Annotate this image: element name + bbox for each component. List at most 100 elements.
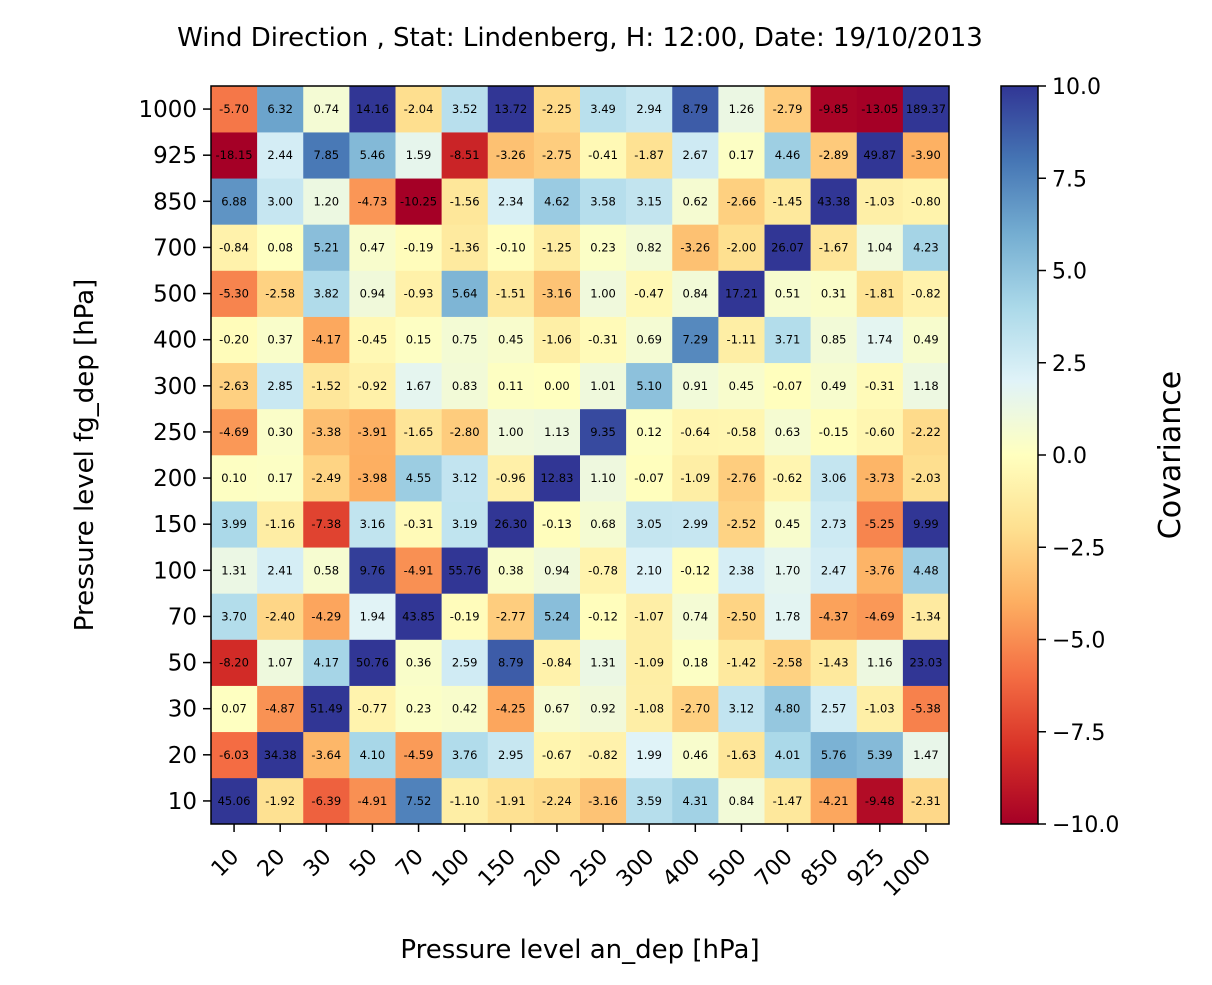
cell-value-label: -2.04: [404, 102, 434, 116]
cell-value-label: -0.15: [819, 425, 849, 439]
heatmap-cell: [672, 178, 719, 225]
heatmap-cell: [395, 362, 442, 410]
heatmap-cell: [902, 501, 950, 548]
cell-value-label: -4.91: [404, 563, 434, 577]
cell-value-label: 0.31: [821, 287, 847, 301]
x-tick-label: 30: [299, 845, 336, 882]
cell-value-label: 1.74: [867, 333, 893, 347]
cell-value-label: 2.41: [267, 563, 293, 577]
heatmap-cell: [487, 224, 535, 271]
x-tick-label: 1000: [879, 845, 936, 902]
heatmap-cell: [349, 132, 396, 179]
heatmap-cell: [672, 501, 719, 548]
cell-value-label: 2.85: [267, 379, 293, 393]
heatmap-cell: [718, 547, 765, 594]
cell-value-label: 0.63: [775, 425, 801, 439]
cell-value-label: 2.59: [452, 656, 478, 670]
heatmap-cell: [303, 593, 350, 640]
heatmap-cell: [764, 316, 811, 364]
heatmap-cell: [349, 224, 396, 271]
heatmap-cell: [856, 731, 904, 779]
cell-value-label: 2.47: [821, 563, 847, 577]
heatmap-cell: [211, 501, 258, 548]
cell-value-label: -5.30: [219, 287, 249, 301]
cell-value-label: -1.56: [450, 194, 480, 208]
heatmap-cell: [810, 362, 858, 410]
heatmap-cell: [764, 547, 811, 594]
cell-value-label: 9.76: [360, 563, 386, 577]
cell-value-label: 3.76: [452, 748, 478, 762]
heatmap-cell: [810, 685, 858, 733]
cell-value-label: -1.09: [680, 471, 710, 485]
cell-value-label: -2.58: [773, 656, 803, 670]
heatmap-cell: [487, 547, 535, 594]
heatmap-cell: [902, 270, 950, 317]
heatmap-cell: [487, 178, 535, 225]
heatmap-cell: [718, 362, 765, 410]
heatmap-cell: [856, 408, 904, 456]
cell-value-label: 0.83: [452, 379, 478, 393]
cell-value-label: -4.29: [311, 609, 341, 623]
heatmap-cell: [349, 408, 396, 456]
heatmap-cell: [533, 639, 581, 686]
cell-value-label: -2.50: [727, 609, 757, 623]
heatmap-cell: [395, 316, 442, 364]
cell-value-label: -3.26: [680, 240, 710, 254]
cell-value-label: 0.45: [729, 379, 755, 393]
heatmap-cell: [395, 777, 442, 825]
heatmap-cell: [672, 132, 719, 179]
cell-value-label: 0.11: [498, 379, 524, 393]
cell-value-label: 0.00: [544, 379, 570, 393]
heatmap-cell: [810, 777, 858, 825]
cell-value-label: -0.45: [358, 333, 388, 347]
x-tick-label: 700: [750, 845, 797, 892]
heatmap-cell: [580, 178, 627, 225]
heatmap-cell: [718, 685, 765, 733]
cell-value-label: 0.36: [406, 656, 432, 670]
heatmap-cell: [580, 132, 627, 179]
heatmap-cell: [902, 593, 950, 640]
heatmap-cell: [902, 639, 950, 686]
x-tick-label: 20: [253, 845, 290, 882]
x-tick-label: 150: [474, 845, 521, 892]
colorbar: [1000, 85, 1039, 825]
heatmap-cell: [303, 639, 350, 686]
heatmap-cell: [580, 685, 627, 733]
cell-value-label: 1.01: [590, 379, 616, 393]
heatmap-cell: [856, 178, 904, 225]
heatmap-cell: [349, 547, 396, 594]
heatmap-cell: [303, 777, 350, 825]
heatmap-cell: [856, 547, 904, 594]
heatmap-cell: [672, 270, 719, 317]
heatmap-cell: [902, 685, 950, 733]
heatmap-cell: [626, 362, 673, 410]
heatmap-cell: [580, 731, 627, 779]
y-tick-label: 1000: [138, 97, 197, 123]
heatmap-cell: [211, 593, 258, 640]
cell-value-label: -4.91: [358, 794, 388, 808]
cell-value-label: 1.31: [221, 563, 247, 577]
cell-value-label: 0.23: [590, 240, 616, 254]
x-axis-label: Pressure level an_dep [hPa]: [400, 935, 759, 965]
y-axis-label: Pressure level fg_dep [hPa]: [70, 279, 100, 632]
heatmap-cell: [856, 316, 904, 364]
cell-value-label: -9.48: [865, 794, 895, 808]
heatmap-cell: [533, 547, 581, 594]
heatmap-cell: [533, 408, 581, 456]
cell-value-label: -0.41: [588, 148, 618, 162]
cell-value-label: 12.83: [540, 471, 573, 485]
heatmap-cell: [856, 501, 904, 548]
cell-value-label: 2.57: [821, 702, 847, 716]
heatmap-cell: [718, 731, 765, 779]
cell-value-label: -1.09: [634, 656, 664, 670]
chart-title: Wind Direction , Stat: Lindenberg, H: 12…: [177, 23, 983, 53]
heatmap-cell: [764, 639, 811, 686]
heatmap-cell: [718, 455, 765, 502]
cell-value-label: 0.47: [360, 240, 386, 254]
cell-value-label: -2.58: [265, 287, 295, 301]
heatmap-cell: [257, 132, 304, 179]
cell-value-label: 3.70: [221, 609, 247, 623]
cell-value-label: -2.63: [219, 379, 249, 393]
heatmap-cell: [902, 547, 950, 594]
y-tick-label: 30: [168, 697, 197, 723]
